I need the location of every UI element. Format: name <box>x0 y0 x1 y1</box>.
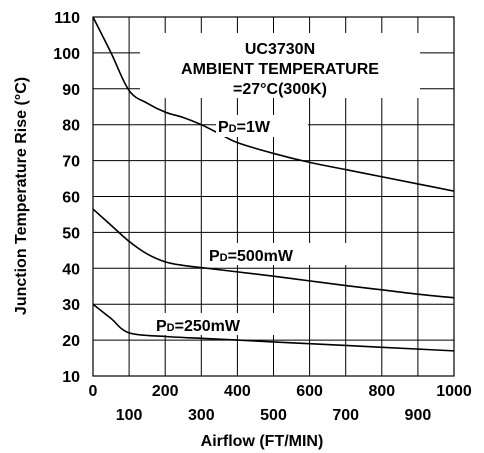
x-tick-label: 400 <box>224 383 251 400</box>
y-tick-label: 50 <box>62 225 80 242</box>
x-axis-label: Airflow (FT/MIN) <box>201 433 324 450</box>
x-tick-label: 1000 <box>436 383 472 400</box>
title-background <box>140 33 420 98</box>
y-tick-label: 30 <box>62 297 80 314</box>
series-label-500mw-background <box>207 243 357 265</box>
x-tick-label: 800 <box>368 383 395 400</box>
y-tick-label: 70 <box>62 154 80 171</box>
chart-title-line3: =27°C(300K) <box>233 81 327 98</box>
x-tick-label: 0 <box>89 383 98 400</box>
series-line-500mw <box>92 208 455 299</box>
y-tick-label: 110 <box>54 10 80 27</box>
y-tick-label: 40 <box>62 261 80 278</box>
x-tick-label: 900 <box>405 407 432 424</box>
y-tick-label: 10 <box>62 369 80 386</box>
y-tick-label: 60 <box>62 190 80 207</box>
series-label-1w: PD=1W <box>218 119 271 136</box>
series-label-500mw: PD=500mW <box>209 248 294 265</box>
tick-labels: 10 20 30 40 50 60 70 80 90 100 110 0 200 400 600 800 100… <box>53 10 472 424</box>
y-tick-label: 90 <box>62 82 80 99</box>
y-tick-label: 80 <box>62 118 80 135</box>
chart-title-line2: AMBIENT TEMPERATURE <box>181 61 379 78</box>
y-axis-label: Junction Temperature Rise (°C) <box>13 77 30 315</box>
x-tick-label: 100 <box>116 407 143 424</box>
x-tick-label: 700 <box>332 407 359 424</box>
y-tick-label: 20 <box>62 333 80 350</box>
chart-title-line1: UC3730N <box>245 41 315 58</box>
x-tick-label: 200 <box>152 383 179 400</box>
plot-frame <box>92 16 455 377</box>
x-tick-label: 500 <box>260 407 287 424</box>
series-line-250mw <box>92 303 455 352</box>
x-tick-label: 600 <box>296 383 323 400</box>
series-label-250mw: PD=250mW <box>156 318 241 335</box>
x-tick-label: 300 <box>188 407 215 424</box>
y-tick-label: 100 <box>53 46 80 63</box>
series-label-1w-background <box>216 115 308 137</box>
series-label-250mw-background <box>154 313 276 335</box>
